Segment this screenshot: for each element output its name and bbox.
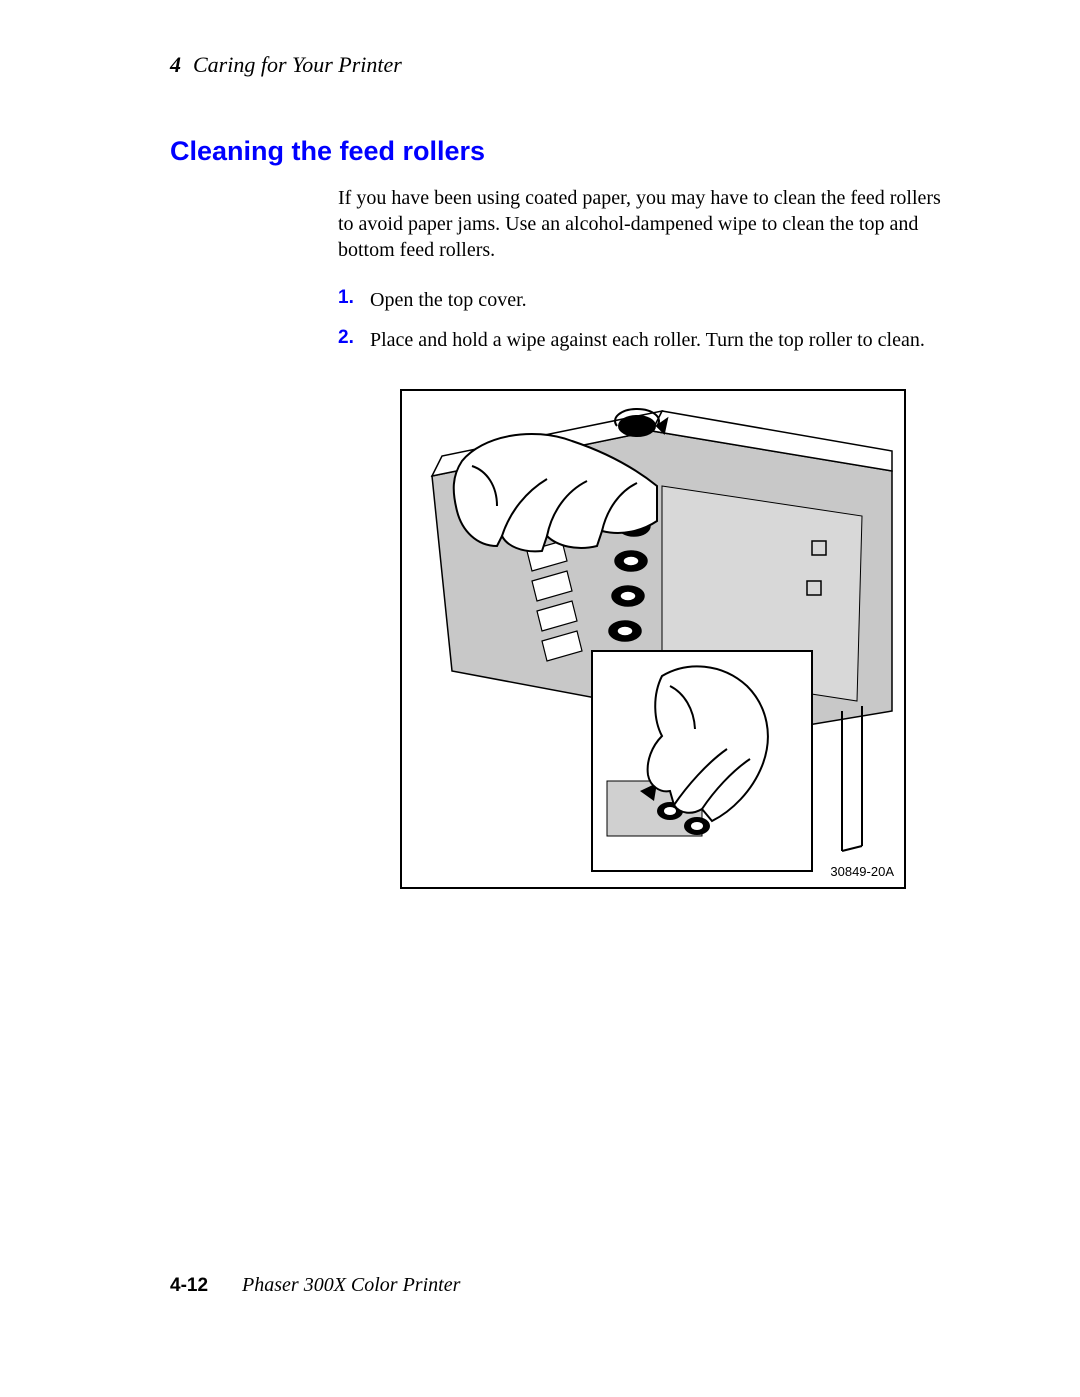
intro-paragraph: If you have been using coated paper, you…	[338, 185, 960, 263]
page-container: 4 Caring for Your Printer Cleaning the f…	[0, 0, 1080, 1397]
printer-roller-diagram-icon	[402, 391, 906, 889]
step-text: Place and hold a wipe against each rolle…	[370, 327, 925, 353]
step-item: 1. Open the top cover.	[338, 287, 960, 313]
page-footer: 4-12 Phaser 300X Color Printer	[170, 1274, 460, 1297]
section-heading: Cleaning the feed rollers	[170, 136, 960, 167]
page-header: 4 Caring for Your Printer	[170, 52, 960, 78]
step-text: Open the top cover.	[370, 287, 527, 313]
product-name: Phaser 300X Color Printer	[242, 1274, 460, 1297]
step-list: 1. Open the top cover. 2. Place and hold…	[338, 287, 960, 353]
chapter-title: Caring for Your Printer	[193, 52, 402, 78]
figure-label: 30849-20A	[830, 864, 894, 879]
step-item: 2. Place and hold a wipe against each ro…	[338, 327, 960, 353]
chapter-number: 4	[170, 52, 181, 78]
figure-container: 30849-20A	[400, 389, 960, 889]
page-number: 4-12	[170, 1275, 208, 1297]
step-number: 1.	[338, 287, 370, 309]
step-number: 2.	[338, 327, 370, 349]
illustration: 30849-20A	[400, 389, 906, 889]
